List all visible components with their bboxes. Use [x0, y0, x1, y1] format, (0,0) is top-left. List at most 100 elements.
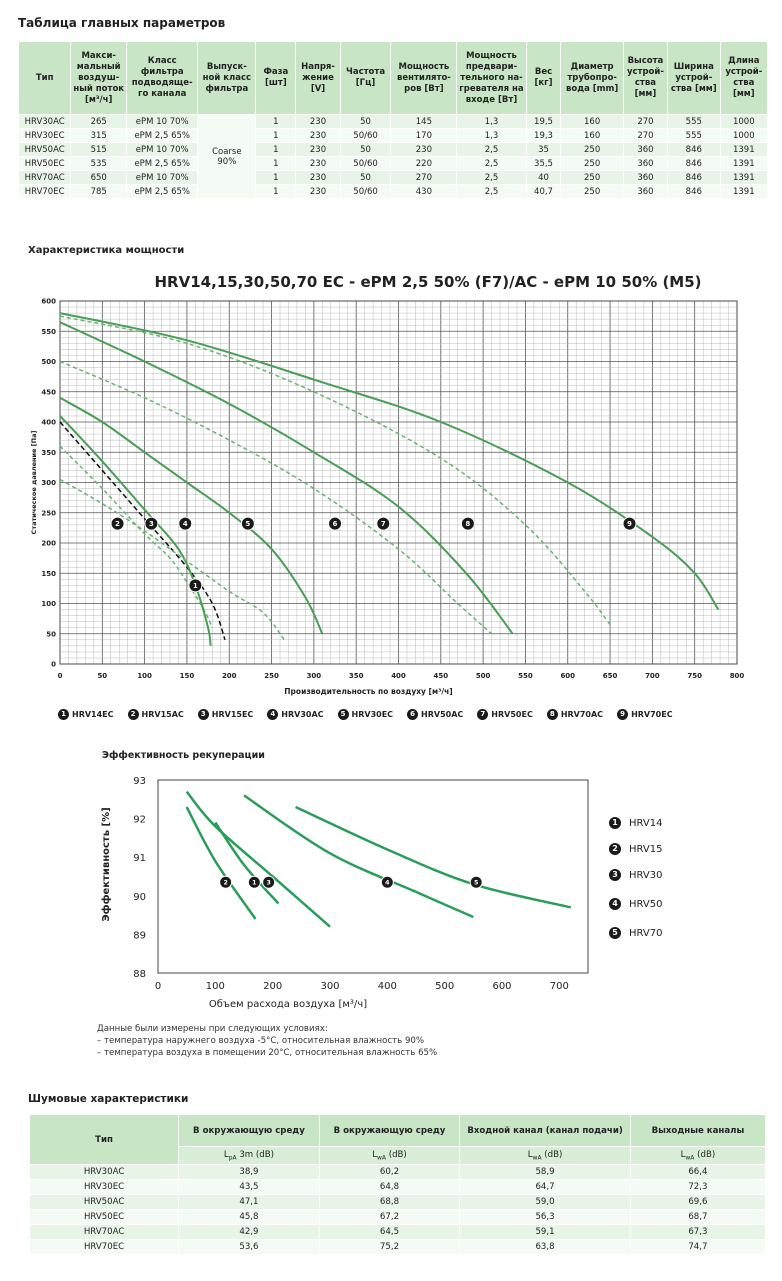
legend-label: HRV30 [629, 869, 663, 881]
outlet-filter-cell: Coarse 90% [197, 114, 257, 199]
marker-number: 2 [223, 880, 227, 887]
params-cell: 846 [666, 142, 721, 157]
params-cell: 35 [525, 142, 562, 157]
series-line-HRV70AC [59, 315, 611, 626]
params-header-cell: Ширина устрой-ства [мм] [666, 41, 721, 115]
legend-label: HRV70AC [560, 710, 604, 719]
series-line-HRV15EC [59, 415, 212, 647]
legend-item: 8 HRV70AC [546, 709, 604, 720]
x-tick-label: 550 [518, 672, 533, 680]
legend-item: 1 HRV14 [609, 817, 663, 829]
params-cell: 1 [255, 142, 297, 157]
params-cell: 35,5 [525, 156, 562, 171]
conditions-line: Данные были измерены при следующих услов… [97, 1024, 328, 1034]
y-tick-label: 0 [51, 661, 56, 669]
legend-item: 3 HRV30 [609, 869, 663, 881]
series-line-HRV15 [185, 806, 257, 920]
noise-row: HRV50AC 47,1 68,8 59,0 69,6 [28, 1194, 767, 1210]
noise-cell: 63,8 [459, 1239, 631, 1255]
curve-number-marker: 7 [376, 516, 391, 531]
noise-cell: 56,3 [459, 1209, 631, 1225]
marker-number: 3 [266, 880, 270, 887]
params-cell: 230 [295, 142, 341, 157]
params-cell: 2,5 [456, 156, 527, 171]
series-line-HRV50AC [59, 360, 493, 635]
params-row: HRV50EC 535 ePM 2,5 65% 1 230 50/60 220 2,5 35,5… [17, 156, 769, 171]
params-cell: 2,5 [456, 170, 527, 185]
params-cell: HRV70EC [17, 184, 72, 199]
noise-cell: HRV70EC [28, 1239, 180, 1255]
curve-number-marker: 8 [460, 516, 475, 531]
params-cell: HRV30AC [17, 114, 72, 129]
params-cell: 846 [666, 184, 721, 199]
params-header-cell: Вес [кг] [525, 41, 562, 115]
params-cell: 360 [622, 170, 668, 185]
params-cell: 230 [295, 114, 341, 129]
series-line-HRV30EC [59, 396, 324, 635]
x-tick-label: 300 [320, 981, 339, 992]
y-tick-label: 91 [133, 853, 146, 864]
legend-label: HRV14 [629, 817, 663, 829]
params-header-cell: Диаметр трубопро-вода [mm] [560, 41, 624, 115]
series-line-HRV50EC [59, 321, 514, 635]
marker-circle [622, 516, 637, 531]
x-tick-label: 250 [264, 672, 279, 680]
noise-cell: 64,5 [318, 1224, 461, 1240]
params-cell: 846 [666, 170, 721, 185]
params-cell: 2,5 [456, 184, 527, 199]
curve-number-marker: 5 [469, 875, 483, 889]
noise-type-header: Тип [28, 1114, 180, 1165]
params-cell: 360 [622, 142, 668, 157]
params-cell: 1000 [719, 128, 769, 143]
params-cell: HRV50AC [17, 142, 72, 157]
marker-number: 9 [627, 520, 632, 528]
params-cell: 40,7 [525, 184, 562, 199]
legend-number: 5 [337, 709, 349, 720]
x-tick-label: 0 [155, 981, 161, 992]
legend-item: 5 HRV30EC [337, 709, 393, 720]
legend-label: HRV50 [629, 898, 663, 910]
params-cell: 160 [560, 114, 624, 129]
noise-cell: 42,9 [178, 1224, 320, 1240]
marker-circle [460, 516, 475, 531]
params-cell: 230 [390, 142, 458, 157]
params-cell: 50 [339, 114, 392, 129]
params-cell: 555 [666, 114, 721, 129]
marker-number: 2 [115, 520, 120, 528]
x-tick-label: 400 [391, 672, 406, 680]
y-tick-label: 150 [41, 570, 56, 578]
power-chart: HRV14,15,30,50,70 EC - ePM 2,5 50% (F7)/… [30, 273, 744, 696]
x-axis-label: Объем расхода воздуха [м³/ч] [209, 999, 367, 1010]
params-cell: 1 [255, 114, 297, 129]
legend-number: 4 [267, 709, 279, 720]
x-tick-label: 400 [378, 981, 397, 992]
marker-number: 3 [149, 520, 154, 528]
noise-cell: 74,7 [629, 1239, 767, 1255]
params-cell: ePM 2,5 65% [126, 156, 199, 171]
marker-number: 1 [252, 880, 256, 887]
y-tick-label: 450 [41, 388, 56, 396]
conditions-line: – температура воздуха в помещении 20°C, … [97, 1048, 438, 1058]
x-tick-label: 700 [550, 981, 569, 992]
x-tick-label: 500 [476, 672, 491, 680]
params-cell: 555 [666, 128, 721, 143]
marker-circle [247, 875, 261, 889]
x-axis-label: Производительность по воздуху [м³/ч] [284, 687, 452, 696]
noise-cell: HRV50AC [28, 1194, 180, 1210]
noise-subheader-cell: LpA 3m (dB) [178, 1146, 320, 1165]
params-cell: 846 [666, 156, 721, 171]
noise-subheader-cell: LwA (dB) [629, 1146, 767, 1165]
params-cell: ePM 2,5 65% [126, 128, 199, 143]
y-tick-label: 550 [41, 328, 56, 336]
params-cell: 145 [390, 114, 458, 129]
x-tick-label: 300 [307, 672, 322, 680]
noise-row: HRV30EC 43,5 64,8 64,7 72,3 [28, 1179, 767, 1195]
marker-circle [328, 516, 343, 531]
legend-number: 6 [407, 709, 419, 720]
legend-label: HRV70EC [631, 710, 673, 719]
x-tick-label: 100 [206, 981, 225, 992]
noise-cell: 43,5 [178, 1179, 320, 1195]
noise-cell: HRV30EC [28, 1179, 180, 1195]
noise-row: HRV70EC 53,6 75,2 63,8 74,7 [28, 1239, 767, 1255]
marker-number: 5 [474, 880, 478, 887]
